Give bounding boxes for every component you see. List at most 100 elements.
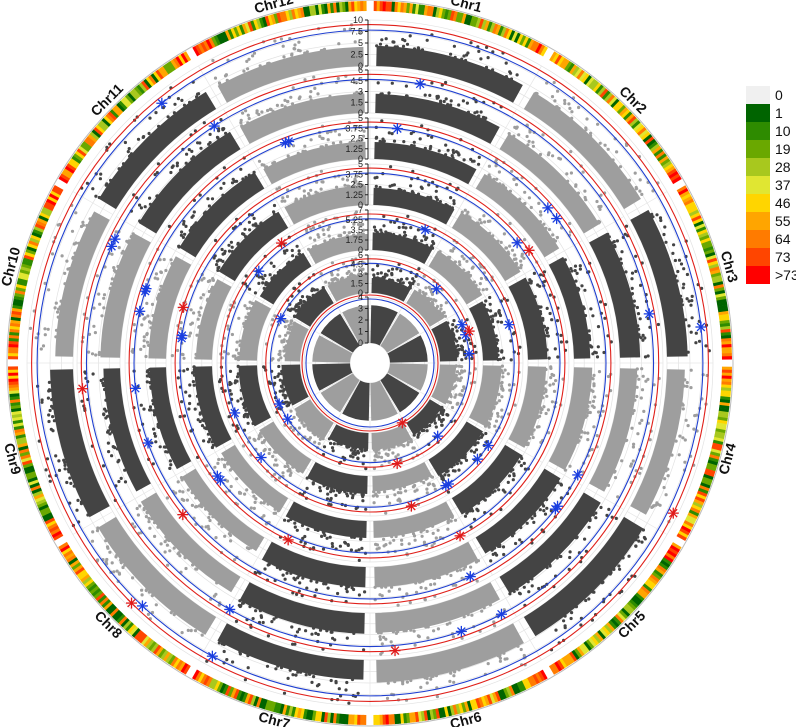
- data-point: [380, 455, 384, 459]
- data-point: [353, 491, 357, 495]
- data-point: [168, 549, 172, 553]
- data-point: [183, 556, 187, 560]
- data-point: [583, 195, 587, 200]
- density-segment: [227, 28, 235, 40]
- axis-tick-label: 3.75: [345, 169, 363, 179]
- data-point: [268, 107, 272, 111]
- data-point: [357, 593, 361, 597]
- data-point: [117, 246, 121, 250]
- data-point: [275, 103, 279, 107]
- density-segment: [282, 11, 288, 22]
- density-segment: [29, 481, 40, 489]
- data-point: [413, 643, 417, 647]
- density-segment: [9, 398, 21, 404]
- data-point: [578, 264, 582, 268]
- data-point: [192, 365, 196, 369]
- data-point: [198, 193, 202, 197]
- density-segment: [208, 37, 216, 49]
- data-point: [251, 223, 255, 227]
- density-segment: [255, 18, 263, 29]
- data-point: [299, 670, 303, 674]
- data-point: [87, 350, 91, 354]
- data-point: [70, 229, 75, 233]
- data-point: [460, 636, 464, 640]
- data-point: [446, 255, 450, 259]
- data-point: [394, 631, 398, 636]
- data-point: [361, 499, 365, 503]
- data-point: [302, 423, 306, 427]
- density-segment: [614, 102, 625, 113]
- data-point: [257, 112, 261, 117]
- data-point: [257, 437, 261, 441]
- data-point: [100, 314, 104, 318]
- data-point: [157, 124, 161, 128]
- data-point: [527, 139, 531, 143]
- data-point: [176, 348, 180, 353]
- data-point: [488, 175, 492, 179]
- data-point: [520, 252, 524, 256]
- data-point: [90, 539, 95, 543]
- data-point: [439, 473, 443, 478]
- data-point: [123, 563, 127, 567]
- data-point: [418, 580, 422, 584]
- data-point: [166, 450, 170, 454]
- data-point: [202, 418, 206, 422]
- density-segment: [492, 23, 499, 34]
- data-point: [526, 143, 530, 147]
- density-segment: [466, 700, 473, 712]
- data-point: [556, 89, 560, 93]
- data-point: [430, 544, 434, 548]
- density-segment: [197, 672, 205, 683]
- chromosome-band: [469, 301, 499, 361]
- data-point: [682, 384, 686, 388]
- data-point: [590, 345, 594, 349]
- density-segment: [539, 669, 548, 681]
- chromosome-band: [523, 92, 641, 210]
- data-point: [656, 322, 661, 327]
- significant-marker: [667, 507, 679, 519]
- chromosome-band: [469, 365, 502, 427]
- density-segment: [194, 44, 203, 55]
- data-point: [326, 586, 330, 590]
- data-point: [446, 490, 450, 494]
- data-point: [589, 388, 593, 392]
- significant-marker: [136, 600, 148, 612]
- density-segment: [160, 65, 169, 77]
- density-segment: [202, 675, 211, 686]
- data-point: [638, 317, 642, 321]
- data-point: [289, 517, 293, 522]
- data-point: [425, 38, 429, 42]
- data-point: [316, 434, 320, 438]
- data-point: [488, 603, 492, 607]
- data-point: [231, 660, 235, 664]
- data-point: [327, 225, 331, 229]
- data-point: [142, 344, 146, 348]
- data-point: [248, 436, 252, 440]
- chromosome-band: [475, 468, 561, 554]
- data-point: [221, 252, 225, 256]
- density-segment: [167, 60, 177, 72]
- density-segment: [118, 615, 128, 626]
- legend-label: 28: [775, 159, 791, 175]
- data-point: [345, 271, 349, 275]
- chromosome-band: [376, 45, 523, 103]
- legend-swatch: [746, 140, 770, 158]
- data-point: [285, 571, 289, 575]
- data-point: [360, 260, 364, 264]
- data-point: [265, 165, 269, 169]
- data-point: [251, 54, 255, 58]
- data-point: [237, 351, 241, 355]
- data-point: [465, 318, 469, 322]
- density-segment: [680, 193, 692, 201]
- data-point: [635, 385, 639, 389]
- data-point: [307, 295, 312, 299]
- data-point: [406, 440, 411, 444]
- data-point: [448, 401, 453, 405]
- chromosome-separator: [494, 109, 517, 147]
- data-point: [416, 634, 420, 638]
- data-point: [431, 240, 435, 244]
- density-segment: [508, 30, 516, 41]
- data-point: [185, 152, 189, 156]
- data-point: [500, 380, 504, 385]
- density-segment: [273, 13, 280, 24]
